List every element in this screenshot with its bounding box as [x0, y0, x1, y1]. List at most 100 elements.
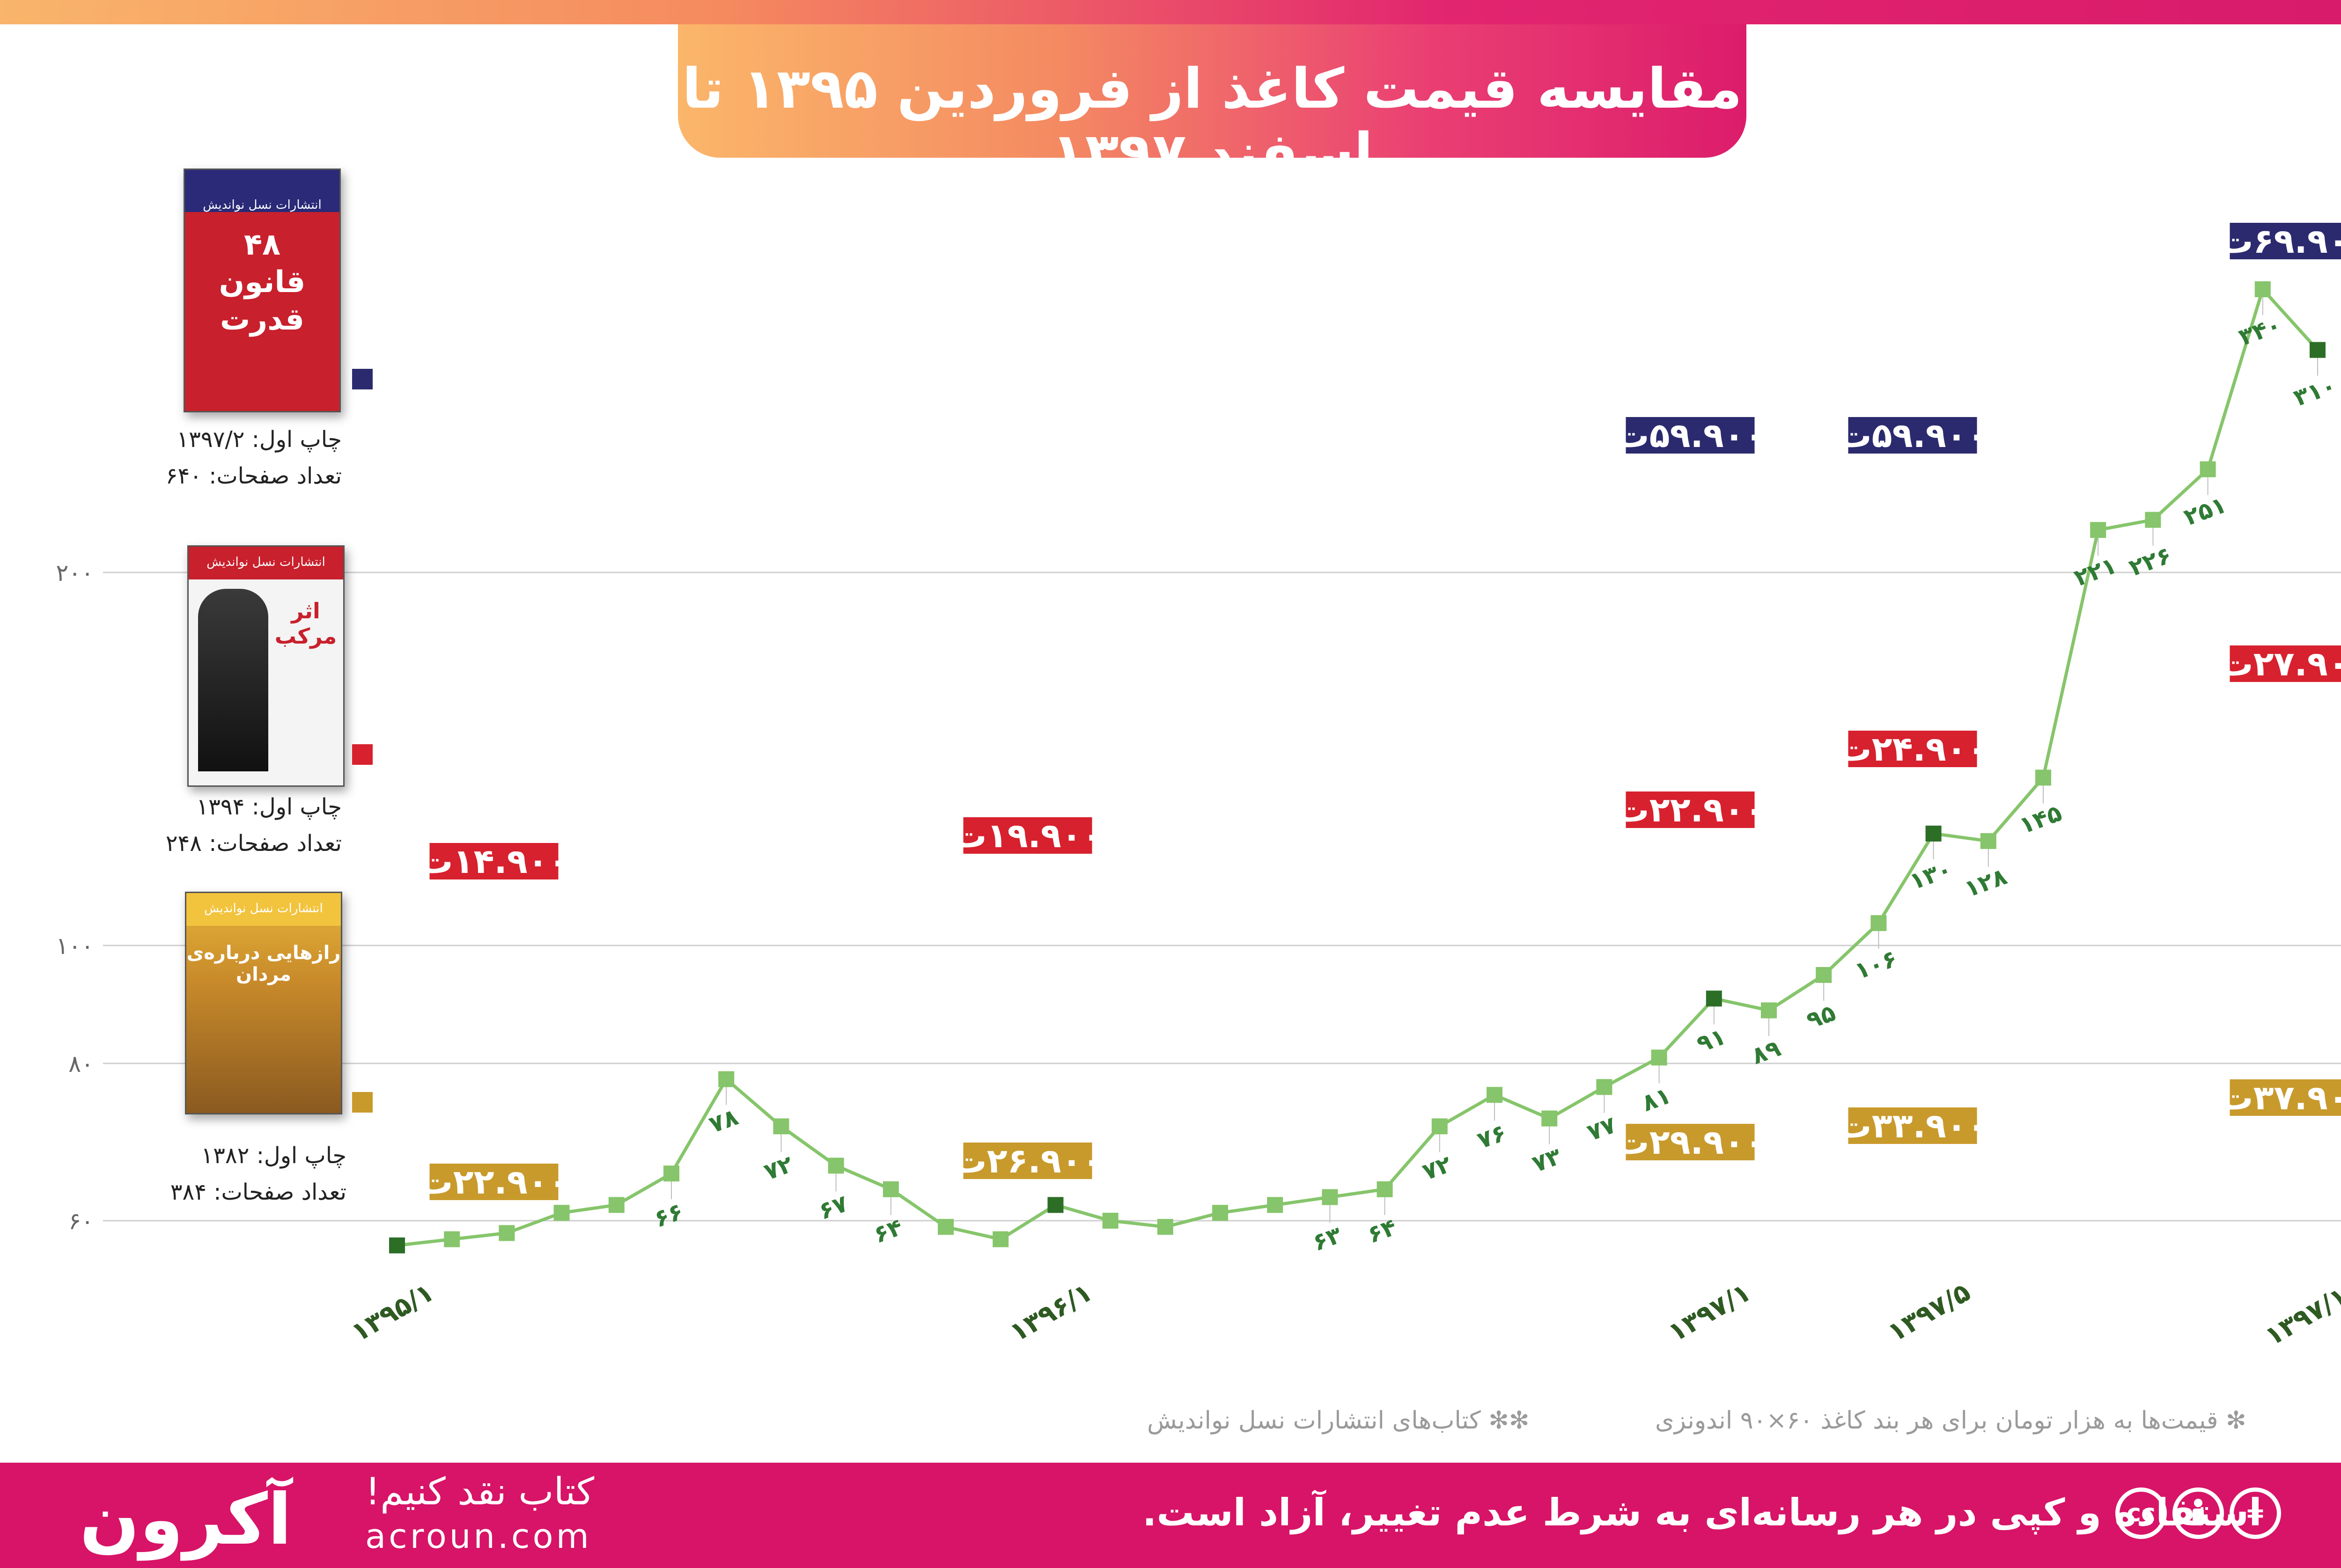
book-cover-secrets-of-men: انتشارات نسل نواندیش رازهایی درباره‌ی مر…	[185, 892, 342, 1114]
x-axis-label: ۱۳۹۷/۵	[1883, 1277, 1975, 1348]
price-badge	[2230, 1079, 2341, 1116]
data-point	[1431, 1118, 1448, 1135]
point-value-label: ۷۲	[1419, 1150, 1455, 1186]
point-value-label: ۲۵۱	[2180, 491, 2230, 531]
price-badge	[2230, 645, 2341, 682]
data-point	[718, 1071, 735, 1087]
price-badge	[429, 843, 559, 879]
price-badge	[963, 817, 1092, 854]
license-text: استفاده و کپی در هر رسانه‌ای به شرط عدم …	[1142, 1491, 2262, 1534]
data-point	[1651, 1049, 1667, 1066]
brand-url[interactable]: acroun.com	[365, 1517, 592, 1556]
price-badge	[1626, 417, 1755, 454]
point-value-label: ۶۴	[1364, 1213, 1400, 1248]
price-line	[397, 287, 2319, 1247]
book-pages-line: تعداد صفحات: ۲۴۸	[165, 830, 342, 857]
point-value-label: ۷۷	[1583, 1111, 1620, 1146]
book-cover-compound-effect: انتشارات نسل نواندیش اثر مرکب	[187, 545, 345, 787]
footer-bar	[0, 1463, 2341, 1568]
y-tick-label: ۱۰۰	[56, 932, 94, 960]
book-pages-line: تعداد صفحات: ۶۴۰	[165, 463, 342, 489]
brand-logo: آکرون	[80, 1479, 292, 1561]
data-point	[1870, 915, 1887, 931]
data-point	[2145, 512, 2161, 528]
footnote-publisher: ✻✻ کتاب‌های انتشارات نسل نواندیش	[1147, 1407, 1530, 1435]
point-value-label: ۷۲	[760, 1150, 796, 1186]
point-value-label: ۷۶	[1474, 1119, 1510, 1154]
price-badge-label: ۶۹.۹۰۰ت	[2219, 221, 2341, 261]
data-point	[1212, 1205, 1228, 1221]
x-axis-label: ۱۳۹۷/۱۲	[2260, 1273, 2341, 1352]
y-tick-label: ۶۰	[68, 1208, 94, 1235]
data-point	[993, 1231, 1009, 1247]
book-info-48-laws: چاپ اول: ۱۳۹۷/۲ تعداد صفحات: ۶۴۰	[140, 421, 342, 494]
book-cover-48-laws: انتشارات نسل نواندیش ۴۸ قانون قدرت	[184, 169, 341, 412]
point-value-label: ۹۱	[1693, 1023, 1729, 1058]
point-value-label: ۱۲۸	[1961, 863, 2010, 903]
price-badge-label: ۲۶.۹۰۰ت	[953, 1141, 1102, 1180]
book-info-compound-effect: چاپ اول: ۱۳۹۴ تعداد صفحات: ۲۴۸	[140, 789, 342, 862]
data-point	[1925, 825, 1942, 842]
chart-title: مقایسه قیمت کاغذ از فروردین ۱۳۹۵ تا اسفن…	[682, 56, 1742, 185]
book-print-line: چاپ اول: ۱۳۹۴	[196, 794, 342, 820]
data-point	[608, 1197, 625, 1213]
data-point	[773, 1118, 789, 1135]
data-point	[553, 1205, 570, 1221]
price-badge-label: ۱۴.۹۰۰ت	[419, 842, 568, 881]
data-point	[1377, 1181, 1393, 1197]
data-point	[1596, 1079, 1612, 1095]
price-badge	[1848, 731, 1977, 767]
y-tick-label: ۲۰۰	[56, 559, 94, 586]
attribution-icon	[2172, 1487, 2224, 1539]
data-point	[2090, 522, 2106, 538]
x-axis-label: ۱۳۹۶/۱	[1005, 1277, 1097, 1348]
data-point	[1706, 990, 1722, 1007]
point-value-label: ۹۵	[1803, 999, 1839, 1034]
book-publisher: انتشارات نسل نواندیش	[203, 198, 322, 212]
book-title: ۴۸ قانون قدرت	[219, 227, 306, 337]
x-axis-label: ۱۳۹۷/۱	[1663, 1277, 1756, 1348]
book-title: رازهایی درباره‌ی مردان	[186, 942, 341, 985]
legend-swatch-red	[352, 744, 373, 765]
point-value-label: ۸۱	[1638, 1082, 1674, 1117]
y-tick-label: ۸۰	[68, 1050, 94, 1077]
price-badge-label: ۲۲.۹۰۰ت	[1615, 790, 1765, 829]
data-point	[1102, 1213, 1119, 1229]
point-value-label: ۱۳۰	[1906, 855, 1956, 895]
data-point	[1487, 1087, 1502, 1103]
data-point	[389, 1237, 405, 1253]
point-value-label: ۷۳	[1529, 1143, 1565, 1178]
data-point	[1816, 967, 1832, 983]
price-badge-label: ۳۷.۹۰۰ت	[2219, 1078, 2341, 1117]
book-print-line: چاپ اول: ۱۳۸۲	[201, 1143, 346, 1169]
brand-tagline: کتاب نقد کنیم!	[365, 1470, 595, 1513]
data-point	[1047, 1197, 1064, 1213]
book-publisher: انتشارات نسل نواندیش	[206, 555, 325, 569]
top-gradient-bar	[0, 0, 2341, 24]
book-title: اثر مرکب	[274, 598, 337, 649]
price-badge-label: ۳۳.۹۰۰ت	[1838, 1106, 1987, 1145]
data-point	[1541, 1110, 1558, 1127]
point-value-label: ۸۹	[1748, 1034, 1784, 1070]
data-point	[1980, 833, 1996, 849]
data-point	[828, 1158, 844, 1174]
book-pages-line: تعداد صفحات: ۳۸۴	[170, 1179, 346, 1205]
price-badge-label: ۵۹.۹۰۰ت	[1615, 416, 1765, 455]
price-badge-label: ۵۹.۹۰۰ت	[1838, 416, 1987, 455]
point-value-label: ۲۲۶	[2126, 542, 2175, 582]
price-badge-label: ۲۷.۹۰۰ت	[2219, 644, 2341, 683]
point-value-label: ۶۳	[1309, 1221, 1345, 1256]
data-point	[2254, 281, 2271, 297]
book-print-line: چاپ اول: ۱۳۹۷/۲	[177, 426, 342, 453]
cc-icon: cc	[2115, 1487, 2167, 1539]
price-badge-label: ۲۲.۹۰۰ت	[419, 1162, 568, 1202]
point-value-label: ۱۰۶	[1851, 945, 1901, 985]
data-point	[938, 1219, 954, 1235]
x-axis-label: ۱۳۹۵/۱	[346, 1277, 439, 1348]
data-point	[2200, 461, 2216, 477]
data-point	[883, 1181, 899, 1197]
data-point	[1761, 1002, 1777, 1018]
point-value-label: ۶۶	[651, 1198, 687, 1233]
price-badge	[1626, 791, 1755, 828]
